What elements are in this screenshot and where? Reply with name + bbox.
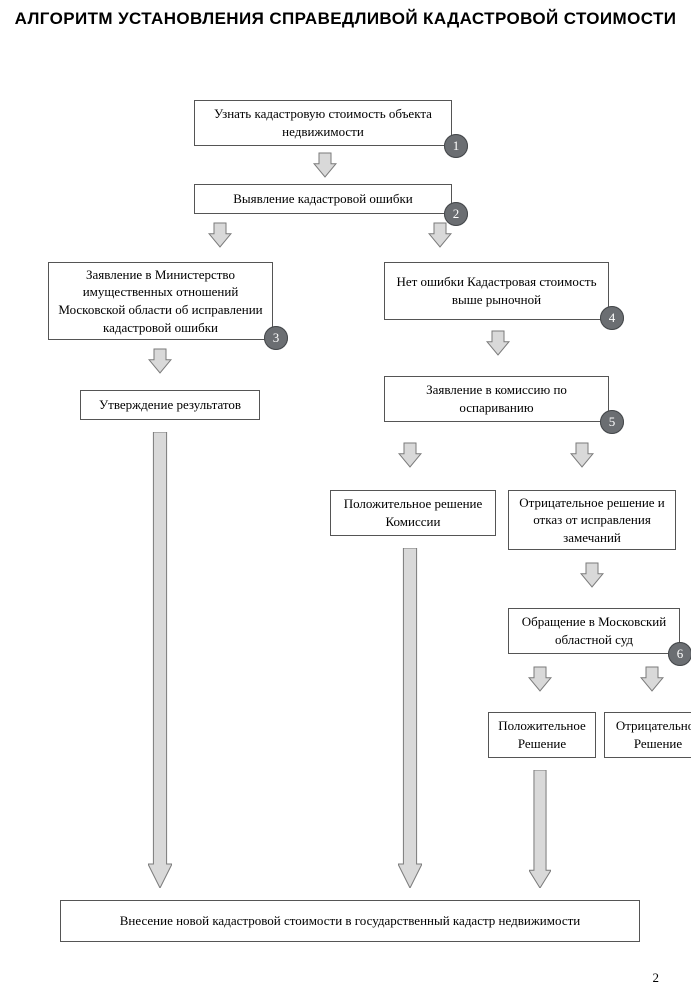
arrow-down-icon — [148, 348, 172, 374]
page-title: АЛГОРИТМ УСТАНОВЛЕНИЯ СПРАВЕДЛИВОЙ КАДАС… — [0, 8, 691, 29]
step-badge-5: 5 — [600, 410, 624, 434]
arrow-down-icon — [486, 330, 510, 356]
flowchart-page: АЛГОРИТМ УСТАНОВЛЕНИЯ СПРАВЕДЛИВОЙ КАДАС… — [0, 0, 691, 1000]
page-number: 2 — [653, 970, 660, 986]
flow-node-n1: Узнать кадастровую стоимость объекта нед… — [194, 100, 452, 146]
arrow-down-icon — [428, 222, 452, 248]
flow-node-n2: Выявление кадастровой ошибки — [194, 184, 452, 214]
flow-node-n11: Отрицательное Решение — [604, 712, 691, 758]
step-badge-1: 1 — [444, 134, 468, 158]
arrow-down-icon — [640, 666, 664, 692]
flow-node-n8: Отрицательное решение и отказ от исправл… — [508, 490, 676, 550]
arrow-down-icon — [208, 222, 232, 248]
flow-node-n3: Заявление в Министерство имущественных о… — [48, 262, 273, 340]
step-badge-4: 4 — [600, 306, 624, 330]
long-arrow-down-icon — [398, 548, 422, 888]
flow-node-final: Внесение новой кадастровой стоимости в г… — [60, 900, 640, 942]
arrow-down-icon — [528, 666, 552, 692]
flow-node-n5: Утверждение результатов — [80, 390, 260, 420]
step-badge-3: 3 — [264, 326, 288, 350]
flow-node-n10: Положительное Решение — [488, 712, 596, 758]
arrow-down-icon — [570, 442, 594, 468]
flow-node-n6: Заявление в комиссию по оспариванию — [384, 376, 609, 422]
flow-node-n7: Положительное решение Комиссии — [330, 490, 496, 536]
step-badge-6: 6 — [668, 642, 691, 666]
long-arrow-down-icon — [529, 770, 551, 888]
flow-node-n9: Обращение в Московский областной суд — [508, 608, 680, 654]
long-arrow-down-icon — [148, 432, 172, 888]
flow-node-n4: Нет ошибки Кадастровая стоимость выше ры… — [384, 262, 609, 320]
arrow-down-icon — [313, 152, 337, 178]
arrow-down-icon — [398, 442, 422, 468]
arrow-down-icon — [580, 562, 604, 588]
